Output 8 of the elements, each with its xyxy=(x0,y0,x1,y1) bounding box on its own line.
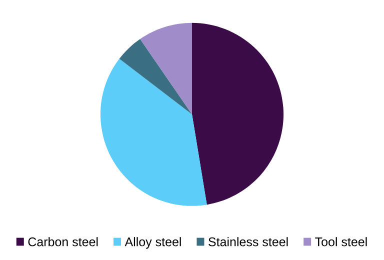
pie-slice xyxy=(140,22,192,114)
legend-label: Carbon steel xyxy=(28,237,98,246)
legend-label: Alloy steel xyxy=(124,237,181,249)
pie-slice xyxy=(100,58,207,206)
legend-label: Stainless steel xyxy=(208,237,288,246)
pie-slice xyxy=(192,22,284,205)
pie-slice xyxy=(119,39,192,114)
legend-label: Tool steel xyxy=(315,237,367,246)
